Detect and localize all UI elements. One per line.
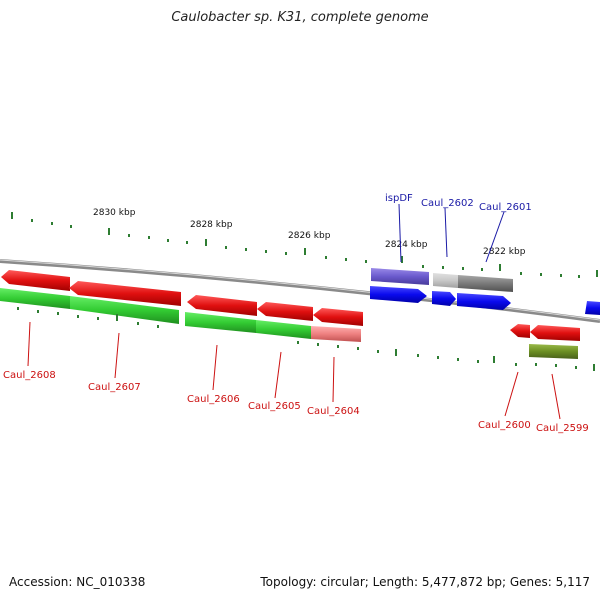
- gene-caul-2602[interactable]: [433, 273, 458, 288]
- label-caul-2605: Caul_2605: [248, 401, 301, 412]
- gene-red-caul-2606[interactable]: [187, 295, 257, 316]
- gene-red-caul-2605[interactable]: [257, 302, 313, 321]
- label-caul-2600: Caul_2600: [478, 420, 531, 431]
- gene-green-caul-2607[interactable]: [70, 296, 179, 324]
- label-caul-2601: Caul_2601: [479, 202, 532, 213]
- gene-ispdf[interactable]: [371, 268, 429, 285]
- accession-text: Accession: NC_010338: [9, 575, 146, 589]
- gene-red-caul-2599[interactable]: [530, 325, 580, 341]
- gene-blue-4[interactable]: [585, 301, 600, 315]
- bottom-label-leaders: [27, 321, 561, 420]
- label-caul-2607: Caul_2607: [88, 382, 141, 393]
- scale-label-2826: 2826 kbp: [288, 231, 331, 241]
- gene-red-caul-2604[interactable]: [313, 308, 363, 326]
- gene-blue-3[interactable]: [457, 293, 511, 310]
- scale-label-2828: 2828 kbp: [190, 220, 233, 230]
- gene-green-caul-2608[interactable]: [0, 288, 70, 309]
- top-label-leaders: [398, 203, 505, 263]
- gene-pink-caul-2604[interactable]: [311, 326, 361, 342]
- label-caul-2599: Caul_2599: [536, 423, 589, 434]
- gene-green-caul-2606[interactable]: [185, 312, 256, 333]
- gene-green-caul-2605[interactable]: [256, 320, 311, 339]
- label-caul-2604: Caul_2604: [307, 406, 360, 417]
- scale-label-2824: 2824 kbp: [385, 240, 428, 250]
- label-caul-2608: Caul_2608: [3, 370, 56, 381]
- upper-ticks: [11, 212, 598, 278]
- label-caul-2602: Caul_2602: [421, 198, 474, 209]
- scale-label-2822: 2822 kbp: [483, 247, 526, 257]
- gene-blue-1[interactable]: [370, 286, 427, 303]
- scale-label-2830: 2830 kbp: [93, 208, 136, 218]
- gene-red-caul-2608[interactable]: [1, 270, 70, 291]
- map-title: Caulobacter sp. K31, complete genome: [171, 10, 429, 25]
- gene-caul-2601[interactable]: [458, 275, 513, 292]
- genome-summary-text: Topology: circular; Length: 5,477,872 bp…: [260, 575, 590, 589]
- genome-backbone: [0, 259, 600, 323]
- gene-blue-2[interactable]: [432, 291, 456, 306]
- gene-red-caul-2600[interactable]: [510, 324, 530, 338]
- label-ispdf: ispDF: [385, 193, 413, 204]
- gene-red-caul-2607[interactable]: [69, 281, 181, 306]
- label-caul-2606: Caul_2606: [187, 394, 240, 405]
- lower-ticks: [17, 307, 595, 371]
- gene-olive-caul-2599[interactable]: [529, 344, 578, 359]
